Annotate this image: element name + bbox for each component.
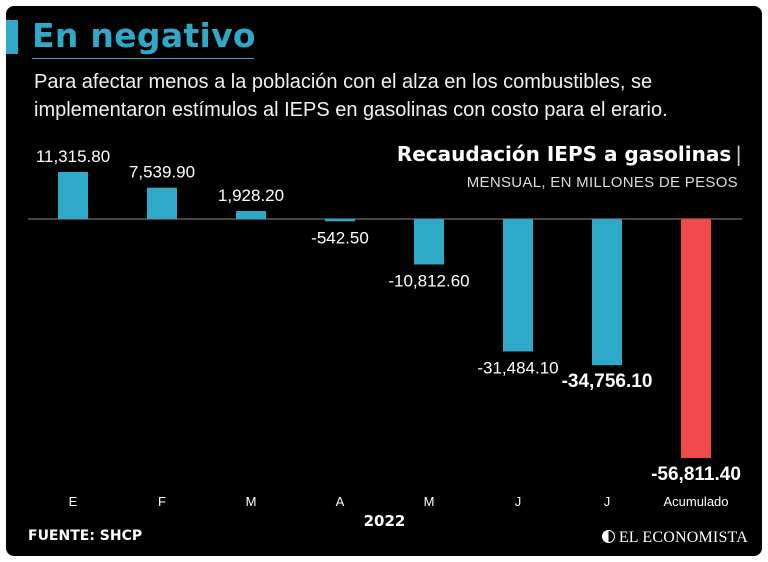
brand-name: EL ECONOMISTA <box>618 529 748 546</box>
chart-subtitle: MENSUAL, EN MILLONES DE PESOS <box>466 174 738 191</box>
x-tick-label-7: Acumulado <box>663 494 728 509</box>
chart-title: Recaudación IEPS a gasolinas | <box>397 142 742 166</box>
chart-title-text: Recaudación IEPS a gasolinas <box>396 142 732 166</box>
x-tick-label-2: M <box>246 494 257 509</box>
bar-6 <box>592 219 622 366</box>
data-label-2: 1,928.20 <box>218 186 284 205</box>
bar-chart: 11,315.80 E 7,539.90 F 1,928.20 M -542.50 A -10,… <box>28 147 742 530</box>
data-label-4: -10,812.60 <box>388 271 469 290</box>
x-axis-label: 2022 <box>364 512 406 530</box>
x-tick-label-6: J <box>604 494 611 509</box>
chart-title-divider: | <box>735 142 742 166</box>
x-tick-label-1: F <box>158 494 166 509</box>
infographic-card: En negativo Para afectar menos a la pobl… <box>6 6 762 556</box>
bar-7 <box>681 219 711 458</box>
data-label-5: -31,484.10 <box>477 358 558 377</box>
brand-mark-icon <box>601 530 615 543</box>
bar-5 <box>503 219 533 352</box>
data-label-7: -56,811.40 <box>651 464 741 485</box>
x-tick-label-5: J <box>515 494 522 509</box>
bar-4 <box>414 219 444 265</box>
page-subtitle: Para afectar menos a la población con el… <box>34 71 668 121</box>
x-tick-label-4: M <box>424 494 435 509</box>
x-tick-label-0: E <box>69 494 78 509</box>
bar-2 <box>236 210 266 219</box>
bar-0 <box>58 172 88 219</box>
data-label-1: 7,539.90 <box>129 163 195 182</box>
brand-logo: EL ECONOMISTA <box>601 529 748 547</box>
source-note: FUENTE: SHCP <box>28 528 143 544</box>
data-label-6: -34,756.10 <box>562 371 653 392</box>
data-label-3: -542.50 <box>311 228 369 247</box>
page-title: En negativo <box>32 16 256 55</box>
title-accent-bar <box>6 20 18 54</box>
bar-1 <box>147 187 177 219</box>
x-tick-label-3: A <box>336 494 345 509</box>
title-underline <box>32 58 254 59</box>
data-label-0: 11,315.80 <box>36 147 110 166</box>
bar-3 <box>325 219 355 222</box>
